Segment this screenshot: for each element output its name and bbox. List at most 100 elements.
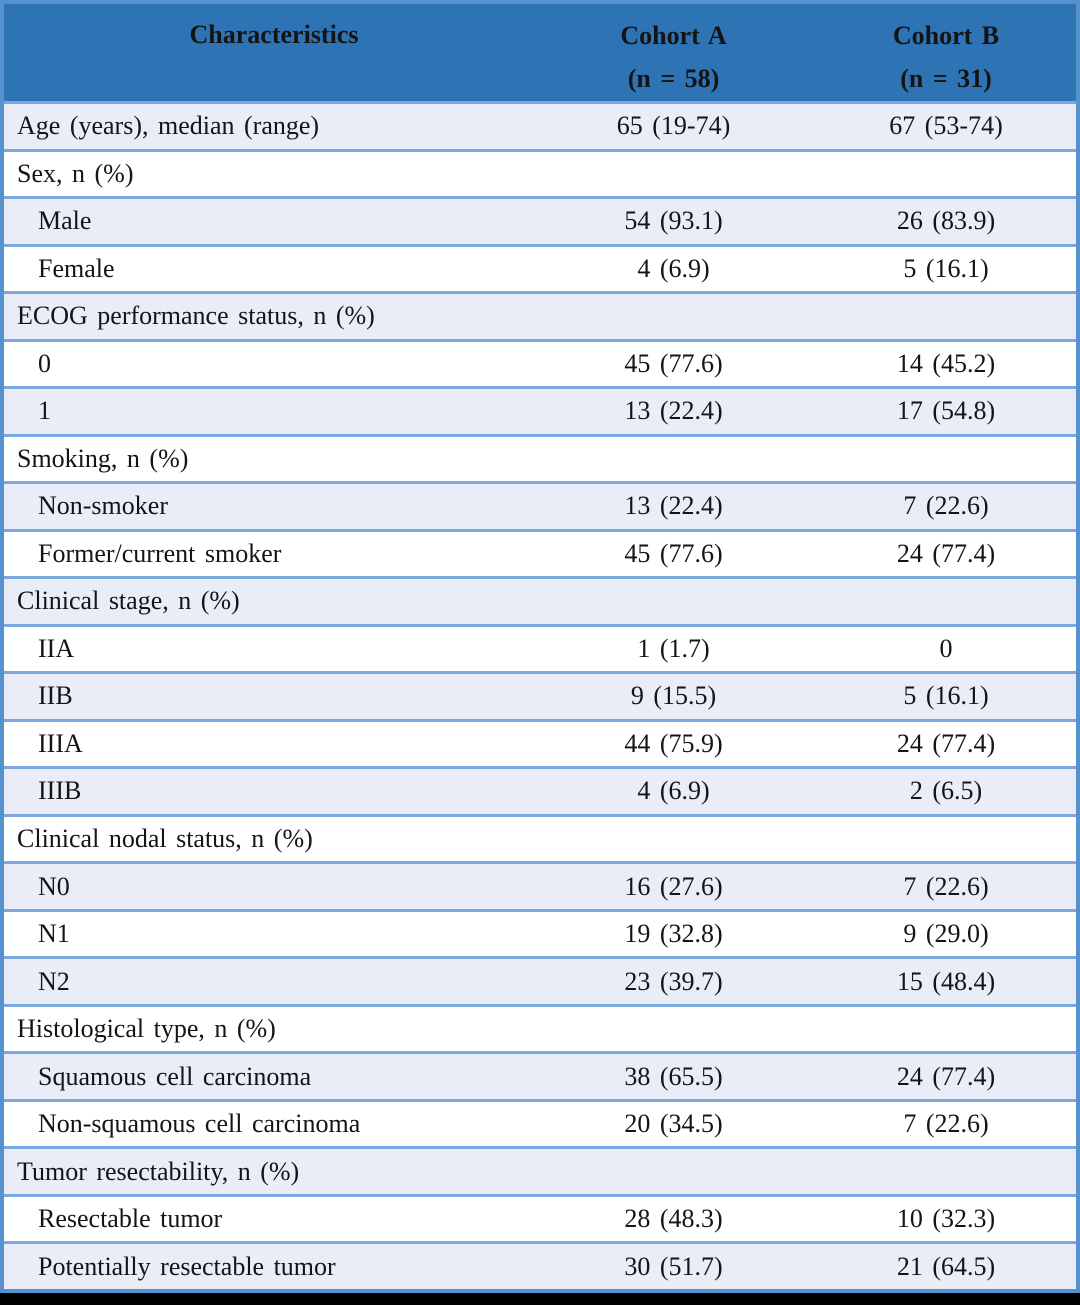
cohort-a-value: 9 (15.5) [630,681,717,711]
row-label: Clinical stage, n (%) [17,586,240,616]
cohort-b-value [816,817,1076,862]
cohort-b-n: (n = 31) [900,64,992,93]
table-row: Squamous cell carcinoma 38 (65.5) 24 (77… [4,1051,1076,1099]
row-label: N2 [38,966,70,996]
cohort-b-value: 17 (54.8) [896,396,996,426]
row-label: Smoking, n (%) [17,443,189,473]
cohort-b-value: 15 (48.4) [896,966,996,996]
row-label: Female [38,253,115,283]
table-row: Clinical nodal status, n (%) [4,813,1076,862]
cohort-a-value: 4 (6.9) [637,776,710,806]
table-row: N0 16 (27.6) 7 (22.6) [4,861,1076,909]
cohort-b-value: 5 (16.1) [903,681,989,711]
column-header-characteristics-label: Characteristics [189,20,359,49]
cohort-a-value: 38 (65.5) [624,1061,723,1091]
cohort-a-value [531,1149,816,1194]
cohort-b-value [816,294,1076,339]
table-row: Former/current smoker 45 (77.6) 24 (77.4… [4,528,1076,577]
row-label: ECOG performance status, n (%) [17,301,375,331]
cohort-a-n: (n = 58) [627,64,720,93]
cohort-a-value: 30 (51.7) [624,1251,723,1281]
column-header-cohort-b: Cohort B (n = 31) [816,4,1076,101]
row-label: IIIA [38,728,83,758]
row-label: N0 [38,871,70,901]
cohort-b-name: Cohort B [892,21,1000,50]
row-label: Potentially resectable tumor [38,1251,336,1281]
column-header-characteristics: Characteristics [4,4,531,101]
cohort-a-value [531,152,816,197]
row-label: Tumor resectability, n (%) [17,1156,300,1186]
table-row: IIB 9 (15.5) 5 (16.1) [4,671,1076,719]
cohort-b-value: 24 (77.4) [896,728,996,758]
cohort-b-value: 67 (53-74) [889,111,1003,141]
table-row: 1 13 (22.4) 17 (54.8) [4,386,1076,434]
cohort-b-value [816,579,1076,624]
cohort-b-value: 2 (6.5) [909,776,983,806]
cohort-b-value: 7 (22.6) [903,491,989,521]
table-row: IIA 1 (1.7) 0 [4,623,1076,672]
row-label: IIIB [38,776,82,806]
row-label: IIA [38,633,75,663]
cohort-a-value: 23 (39.7) [624,966,723,996]
row-label: Sex, n (%) [17,158,134,188]
cohort-a-value: 45 (77.6) [624,538,723,568]
cohort-a-value: 54 (93.1) [624,206,723,236]
row-label: Male [38,206,92,236]
table-row: Tumor resectability, n (%) [4,1146,1076,1194]
table-header-row: Characteristics Cohort A (n = 58) Cohort… [4,4,1076,101]
cohort-a-value: 19 (32.8) [624,919,723,949]
cohort-b-value: 24 (77.4) [896,538,996,568]
cohort-a-value [531,817,816,862]
row-label: Clinical nodal status, n (%) [17,823,313,853]
table-row: Sex, n (%) [4,148,1076,197]
cohort-a-value [531,437,816,482]
cohort-b-value: 5 (16.1) [903,253,989,283]
cohort-b-value: 21 (64.5) [896,1251,996,1281]
cohort-a-value: 13 (22.4) [624,491,723,521]
cohort-a-name: Cohort A [620,21,727,50]
cohort-a-value: 44 (75.9) [624,728,723,758]
row-label: IIB [38,681,73,711]
cohort-b-value: 0 [939,633,953,663]
cohort-b-value [816,1149,1076,1194]
table-row: Smoking, n (%) [4,433,1076,482]
cohort-b-value [816,152,1076,197]
row-label: Former/current smoker [38,538,282,568]
row-label: 1 [38,396,51,426]
table-row: Male 54 (93.1) 26 (83.9) [4,196,1076,244]
table-row: Histological type, n (%) [4,1003,1076,1052]
cohort-b-value: 26 (83.9) [896,206,996,236]
row-label: Resectable tumor [38,1204,223,1234]
table-row: Clinical stage, n (%) [4,576,1076,624]
table-row: N1 19 (32.8) 9 (29.0) [4,908,1076,957]
table-row: IIIB 4 (6.9) 2 (6.5) [4,766,1076,814]
cohort-a-value: 45 (77.6) [624,348,723,378]
table-body: Age (years), median (range) 65 (19-74) 6… [4,101,1076,1289]
cohort-a-value: 4 (6.9) [637,253,710,283]
row-label: 0 [38,348,51,378]
cohort-a-value [531,579,816,624]
table-row: IIIA 44 (75.9) 24 (77.4) [4,718,1076,767]
row-label: Non-smoker [38,491,168,521]
cohort-a-value: 20 (34.5) [624,1109,723,1139]
cohort-b-value: 7 (22.6) [903,871,989,901]
row-label: Age (years), median (range) [17,111,320,141]
row-label: Squamous cell carcinoma [38,1061,312,1091]
table-row: Potentially resectable tumor 30 (51.7) 2… [4,1241,1076,1289]
row-label: Histological type, n (%) [17,1014,276,1044]
table-row: Resectable tumor 28 (48.3) 10 (32.3) [4,1193,1076,1242]
row-label: N1 [38,919,70,949]
bottom-black-bar [0,1293,1080,1305]
cohort-b-value: 7 (22.6) [903,1109,989,1139]
table-row: Age (years), median (range) 65 (19-74) 6… [4,101,1076,149]
table-row: N2 23 (39.7) 15 (48.4) [4,956,1076,1004]
cohort-a-value: 1 (1.7) [637,633,710,663]
table-row: ECOG performance status, n (%) [4,291,1076,339]
cohort-a-value: 16 (27.6) [624,871,723,901]
cohort-b-value [816,1007,1076,1052]
cohort-b-value: 9 (29.0) [903,919,989,949]
cohort-a-value [531,1007,816,1052]
column-header-cohort-a: Cohort A (n = 58) [531,4,816,101]
cohort-a-value [531,294,816,339]
